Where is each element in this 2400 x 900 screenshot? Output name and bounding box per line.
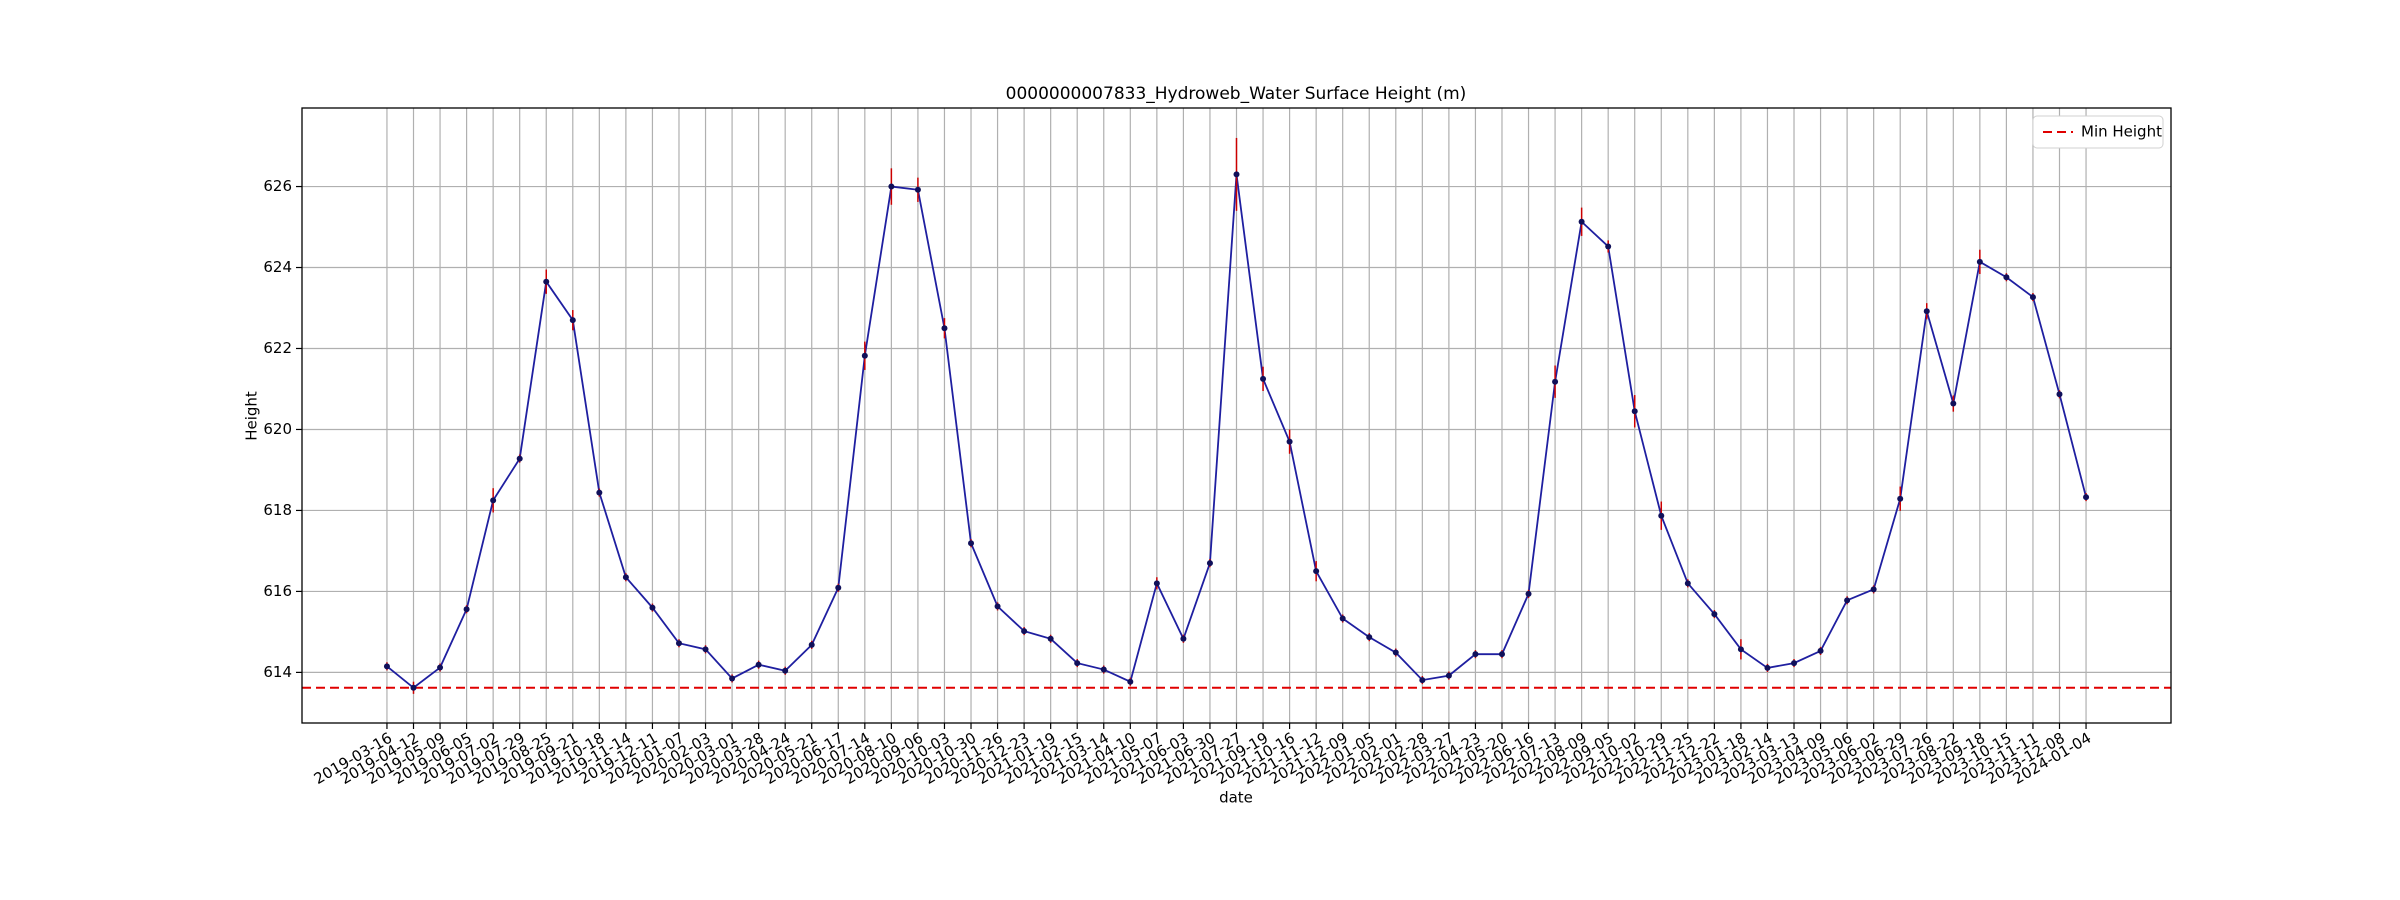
data-point (649, 604, 656, 611)
data-point (1366, 634, 1373, 641)
y-tick-label: 626 (263, 177, 292, 195)
y-tick-label: 624 (263, 258, 292, 276)
data-point (1711, 611, 1718, 618)
legend-box (2032, 115, 2164, 149)
data-point (808, 641, 815, 648)
x-axis-label: date (1219, 789, 1253, 807)
data-point (1950, 400, 1957, 407)
data-point (861, 352, 868, 359)
data-point (596, 489, 603, 496)
data-point (1870, 586, 1877, 593)
data-point (1180, 635, 1187, 642)
legend-label: Min Height (2081, 123, 2162, 141)
data-point (1844, 597, 1851, 604)
data-point (1737, 646, 1744, 653)
data-point (1260, 375, 1267, 382)
data-point (755, 661, 762, 668)
y-tick-label: 616 (263, 582, 292, 600)
y-axis-label: Height (243, 391, 261, 441)
data-point (888, 183, 895, 190)
data-point (1047, 635, 1054, 642)
data-point (729, 675, 736, 682)
data-point (968, 540, 975, 547)
data-point (1631, 408, 1638, 415)
y-tick-label: 614 (263, 663, 292, 681)
data-point (516, 455, 523, 462)
data-point (410, 684, 417, 691)
data-point (543, 278, 550, 285)
data-point (675, 640, 682, 647)
data-point (1525, 590, 1532, 597)
data-point (2056, 391, 2063, 398)
data-point (782, 667, 789, 674)
data-point (1127, 678, 1134, 685)
data-point (1498, 651, 1505, 658)
data-point (1286, 438, 1293, 445)
data-point (1605, 243, 1612, 250)
data-point (994, 603, 1001, 610)
data-point (1923, 308, 1930, 315)
data-point (1578, 218, 1585, 225)
data-point (1976, 258, 1983, 265)
data-point (2003, 274, 2010, 281)
data-point (383, 663, 390, 670)
data-point (490, 497, 497, 504)
data-point (1445, 672, 1452, 679)
data-point (569, 317, 576, 324)
data-point (1764, 664, 1771, 671)
data-point (702, 646, 709, 653)
plot-frame (301, 107, 2172, 724)
data-point (2083, 494, 2090, 501)
y-tick-label: 620 (263, 420, 292, 438)
data-point (437, 664, 444, 671)
data-point (2029, 294, 2036, 301)
data-point (1100, 666, 1107, 673)
data-point (914, 186, 921, 193)
data-point (1817, 647, 1824, 654)
data-point (1233, 171, 1240, 178)
data-point (1339, 615, 1346, 622)
data-point (1313, 568, 1320, 575)
data-point (1419, 677, 1426, 684)
data-point (1897, 495, 1904, 502)
data-point (463, 606, 470, 613)
data-point (1472, 651, 1479, 658)
data-point (1552, 378, 1559, 385)
data-point (1791, 660, 1798, 667)
data-point (1021, 628, 1028, 635)
data-point (1153, 580, 1160, 587)
data-point (1658, 512, 1665, 519)
data-point (1392, 649, 1399, 656)
y-tick-label: 622 (263, 339, 292, 357)
chart-title: 0000000007833_Hydroweb_Water Surface Hei… (1006, 84, 1467, 104)
data-point (835, 584, 842, 591)
y-tick-label: 618 (263, 501, 292, 519)
data-point (941, 325, 948, 332)
data-point (622, 574, 629, 581)
data-point (1684, 580, 1691, 587)
data-point (1074, 660, 1081, 667)
data-point (1206, 560, 1213, 567)
